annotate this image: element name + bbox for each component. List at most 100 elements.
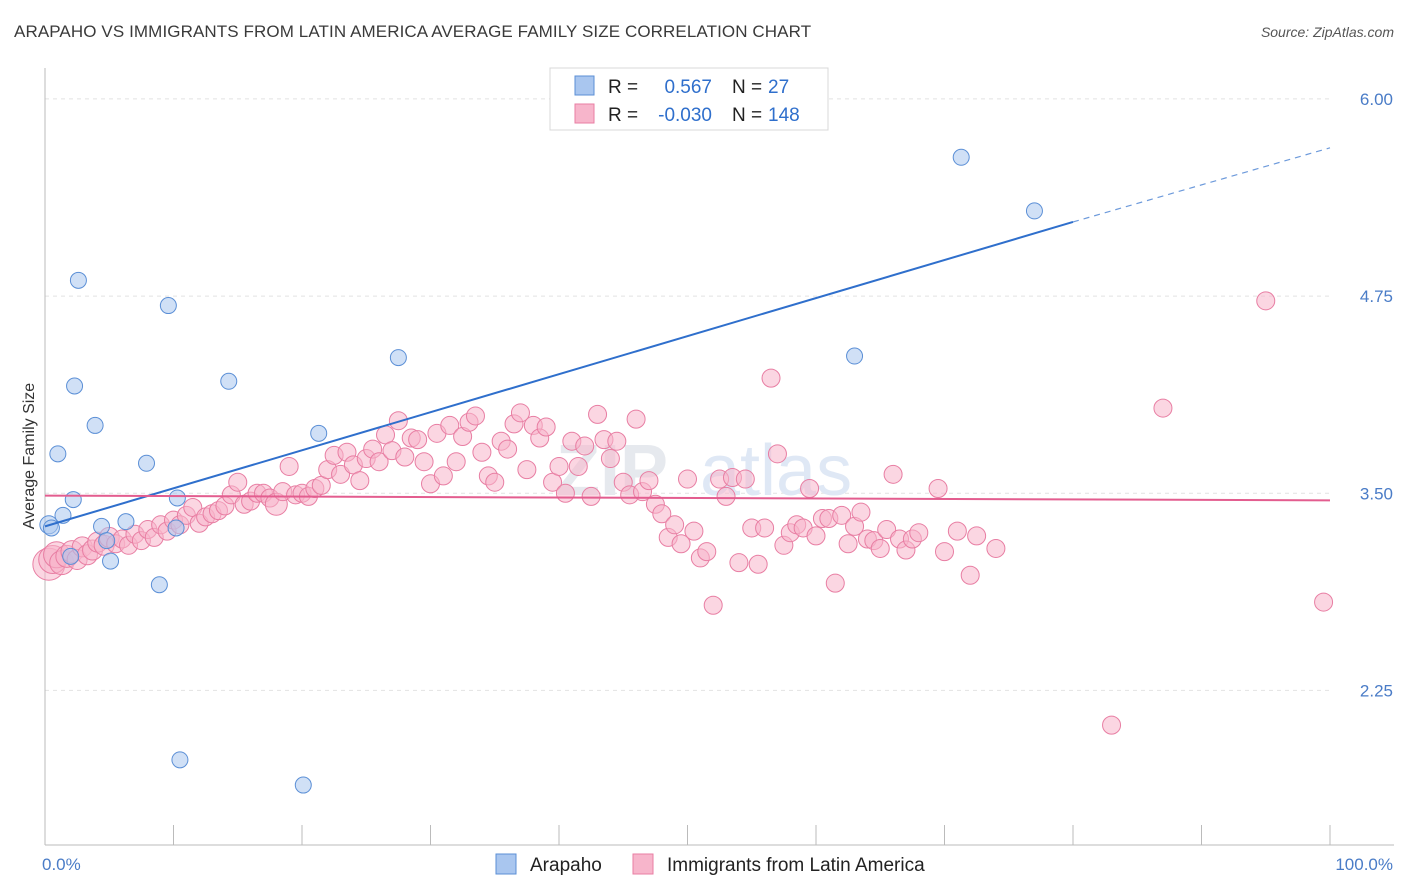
stats-n-value: 27 — [768, 77, 789, 98]
stats-r-value: 0.567 — [664, 77, 712, 98]
data-point-immigrants — [350, 471, 370, 491]
data-point-immigrants — [446, 452, 466, 472]
data-point-immigrants — [935, 542, 954, 562]
data-point-immigrants — [408, 430, 428, 450]
data-point-immigrants — [909, 523, 929, 543]
stats-n-value: 148 — [768, 105, 800, 126]
stats-r-label: R = — [608, 77, 638, 98]
data-point-immigrants — [472, 442, 492, 462]
x-tick-label: 0.0% — [42, 855, 81, 874]
data-point-immigrants — [806, 526, 826, 546]
data-point-immigrants — [678, 469, 697, 489]
legend-swatch — [632, 853, 654, 875]
data-point-immigrants — [716, 486, 736, 506]
data-point-immigrants — [684, 521, 704, 541]
data-point-immigrants — [639, 471, 659, 491]
data-point-immigrants — [870, 538, 890, 558]
data-point-immigrants — [883, 464, 903, 484]
data-point-immigrants — [1314, 592, 1334, 612]
source-credit: Source: ZipAtlas.com — [1260, 24, 1394, 40]
y-tick-label: 4.75 — [1360, 287, 1393, 306]
data-point-arapaho — [150, 576, 168, 594]
data-point-immigrants — [928, 479, 948, 499]
data-point-immigrants — [549, 456, 569, 476]
data-point-immigrants — [433, 466, 453, 486]
data-point-immigrants — [735, 469, 755, 489]
series-arapaho — [39, 148, 1043, 794]
data-point-immigrants — [555, 483, 575, 503]
data-point-immigrants — [729, 553, 749, 573]
data-point-immigrants — [600, 449, 620, 469]
data-point-immigrants — [465, 406, 485, 426]
stats-legend-box — [549, 67, 829, 131]
data-point-immigrants — [510, 403, 530, 423]
data-point-immigrants — [825, 573, 845, 593]
x-tick-label: 100.0% — [1335, 855, 1393, 874]
y-tick-label: 6.00 — [1360, 90, 1393, 109]
data-point-arapaho — [168, 489, 186, 507]
data-point-arapaho — [64, 491, 82, 509]
data-point-immigrants — [761, 368, 781, 388]
data-point-immigrants — [665, 515, 685, 535]
data-point-arapaho — [138, 454, 156, 472]
stats-r-label: R = — [608, 105, 638, 126]
data-point-immigrants — [369, 452, 389, 472]
data-point-immigrants — [440, 415, 460, 435]
data-point-arapaho — [846, 347, 864, 365]
data-point-immigrants — [851, 502, 871, 522]
data-point-immigrants — [748, 554, 768, 574]
stats-r-value: -0.030 — [658, 105, 712, 126]
data-point-arapaho — [310, 424, 328, 442]
data-point-immigrants — [498, 439, 518, 459]
legend-label: Arapaho — [530, 855, 602, 876]
data-point-immigrants — [536, 417, 556, 437]
data-point-arapaho — [952, 148, 970, 166]
data-point-arapaho — [86, 416, 104, 434]
data-point-immigrants — [1102, 715, 1122, 735]
data-point-immigrants — [1256, 291, 1276, 311]
stats-legend: R = 0.567 N = 27 R = -0.030 N = 148 — [549, 67, 829, 131]
data-point-arapaho — [93, 517, 111, 535]
data-point-immigrants — [331, 464, 351, 484]
data-point-immigrants — [755, 518, 775, 538]
grid-lines — [45, 98, 1330, 691]
data-point-immigrants — [395, 447, 415, 467]
data-point-arapaho — [1025, 202, 1043, 220]
data-point-immigrants — [877, 520, 897, 540]
stats-legend-swatch — [574, 75, 595, 96]
trend-line-arapaho-extension — [1072, 147, 1331, 223]
series-immigrants-latin-america — [32, 291, 1334, 735]
data-point-immigrants — [800, 479, 820, 499]
data-point-immigrants — [703, 595, 723, 615]
data-point-immigrants — [1153, 398, 1173, 418]
data-point-arapaho — [62, 547, 80, 565]
bottom-legend: Arapaho Immigrants from Latin America — [495, 853, 925, 876]
trend-line-arapaho — [44, 220, 1074, 528]
trend-lines — [44, 147, 1331, 528]
data-point-immigrants — [517, 460, 537, 480]
data-point-immigrants — [838, 534, 858, 554]
data-point-arapaho — [159, 297, 177, 315]
axes — [44, 68, 1394, 846]
data-point-arapaho — [167, 519, 185, 537]
data-point-immigrants — [986, 538, 1006, 558]
data-point-immigrants — [671, 534, 691, 554]
data-point-arapaho — [66, 377, 84, 395]
data-point-arapaho — [389, 349, 407, 367]
data-point-immigrants — [414, 452, 434, 472]
data-point-immigrants — [967, 526, 987, 546]
data-point-immigrants — [652, 504, 672, 524]
y-tick-label: 3.50 — [1360, 484, 1393, 503]
data-point-immigrants — [697, 542, 717, 562]
data-point-arapaho — [171, 751, 189, 769]
data-point-immigrants — [279, 456, 299, 476]
chart-title: ARAPAHO VS IMMIGRANTS FROM LATIN AMERICA… — [14, 22, 812, 41]
data-point-immigrants — [581, 486, 601, 506]
data-point-immigrants — [607, 431, 627, 451]
data-point-immigrants — [626, 409, 646, 429]
data-point-immigrants — [832, 505, 852, 525]
legend-label: Immigrants from Latin America — [667, 855, 925, 876]
data-point-arapaho — [98, 532, 116, 550]
data-point-immigrants — [575, 436, 595, 456]
